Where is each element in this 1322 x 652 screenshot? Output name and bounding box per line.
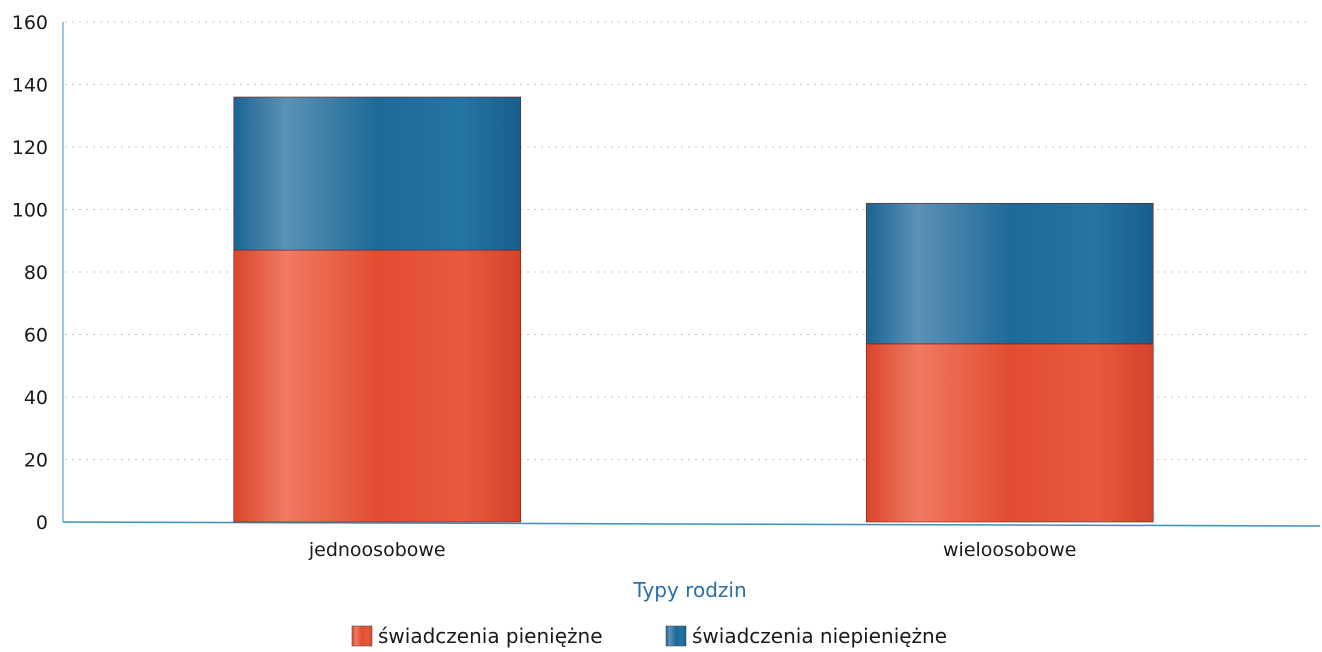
x-axis-title: Typy rodzin (632, 578, 746, 602)
y-tick-label: 160 (12, 12, 48, 34)
y-tick-label: 20 (24, 450, 48, 472)
bar-segment (865, 202, 1154, 345)
x-category-label: jednoosobowe (308, 539, 446, 561)
y-tick-label: 140 (12, 75, 48, 97)
y-tick-label: 100 (12, 200, 48, 222)
y-tick-label: 60 (24, 325, 48, 347)
bar-segment (865, 343, 1154, 523)
x-category-label: wieloosobowe (943, 539, 1076, 561)
y-tick-label: 80 (24, 262, 48, 284)
labels: 0 20 40 60 80 100 120 140 160 jednoosobowe wieloos… (12, 12, 1077, 561)
y-tick-label: 0 (36, 512, 48, 534)
y-tick-label: 40 (24, 387, 48, 409)
axes (62, 22, 1321, 527)
legend: świadczenia pieniężne świadczenia niepien… (351, 624, 947, 648)
legend-label: świadczenia pieniężne (378, 624, 603, 648)
legend-swatch (351, 625, 373, 647)
bar-segment (233, 96, 522, 251)
x-axis-line (62, 521, 1321, 527)
y-tick-label: 120 (12, 137, 48, 159)
bars (233, 96, 1154, 523)
legend-swatch (665, 625, 687, 647)
bar-segment (233, 249, 522, 523)
legend-label: świadczenia niepieniężne (692, 624, 947, 648)
